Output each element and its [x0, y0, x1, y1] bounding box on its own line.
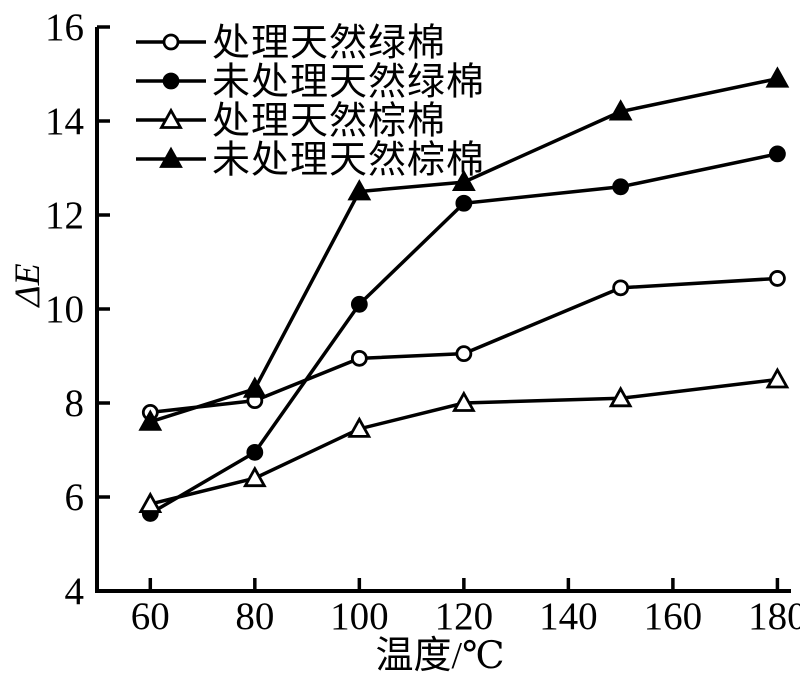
filled-triangle-marker	[159, 146, 183, 168]
series-2	[138, 367, 790, 513]
open-triangle-marker	[242, 465, 267, 488]
y-tick-label: 6	[65, 476, 85, 519]
series-line	[149, 76, 778, 424]
x-tick-label: 60	[131, 595, 170, 638]
filled-circle-marker	[246, 443, 264, 461]
open-circle-marker	[162, 33, 180, 51]
legend-item: 处理天然棕棉	[136, 101, 446, 143]
x-tick-label: 180	[748, 595, 800, 638]
x-tick-label: 160	[644, 595, 703, 638]
open-triangle-marker	[138, 491, 163, 513]
filled-triangle-marker	[451, 169, 476, 192]
axis-ticks	[97, 25, 780, 593]
filled-circle-marker	[162, 72, 180, 90]
y-tick-label: 12	[45, 194, 84, 237]
data-series	[138, 66, 790, 522]
y-tick-label: 14	[45, 100, 84, 143]
filled-circle-marker	[350, 295, 368, 313]
filled-triangle-marker	[347, 179, 372, 201]
series-line	[150, 276, 778, 415]
filled-triangle-marker	[242, 376, 267, 398]
open-triangle-marker	[765, 367, 790, 389]
filled-triangle-marker	[608, 99, 633, 121]
legend-item: 未处理天然棕棉	[136, 140, 485, 182]
y-tick-label: 4	[65, 570, 85, 613]
open-circle-marker	[455, 345, 473, 363]
open-circle-marker	[769, 270, 786, 287]
y-tick-label: 8	[65, 382, 85, 425]
filled-circle-marker	[455, 194, 473, 212]
series-line	[149, 377, 778, 506]
open-circle-marker	[612, 279, 630, 297]
open-triangle-marker	[608, 385, 633, 408]
legend-item: 未处理天然绿棉	[136, 62, 485, 104]
x-axis-label: 温度/℃	[375, 635, 504, 677]
series-1	[141, 145, 786, 522]
series-line	[149, 152, 778, 515]
filled-circle-marker	[769, 145, 786, 163]
x-tick-label: 80	[235, 595, 274, 638]
open-triangle-marker	[347, 416, 372, 438]
open-triangle-marker	[159, 107, 183, 129]
axis-tick-labels: 4 6 8 10 12 14 16 60 80 100 120 140 160 180	[45, 6, 800, 638]
legend-item-label: 处理天然棕棉	[212, 101, 446, 143]
legend-item-label: 未处理天然棕棉	[212, 140, 485, 182]
x-tick-label: 120	[435, 595, 494, 638]
series-0	[141, 270, 786, 421]
legend-item-label: 未处理天然绿棉	[212, 62, 485, 104]
open-triangle-marker	[451, 390, 476, 412]
open-circle-marker	[350, 349, 368, 367]
y-axis-label: ΔE	[7, 263, 47, 308]
x-tick-label: 100	[330, 595, 389, 638]
legend-item-label: 处理天然绿棉	[212, 23, 446, 65]
y-tick-label: 16	[45, 6, 84, 49]
series-3	[138, 66, 790, 431]
x-tick-label: 140	[539, 595, 598, 638]
y-tick-label: 10	[45, 288, 84, 331]
filled-circle-marker	[612, 178, 630, 196]
filled-triangle-marker	[138, 409, 163, 431]
legend-item: 处理天然绿棉	[136, 23, 446, 65]
filled-triangle-marker	[765, 66, 790, 88]
